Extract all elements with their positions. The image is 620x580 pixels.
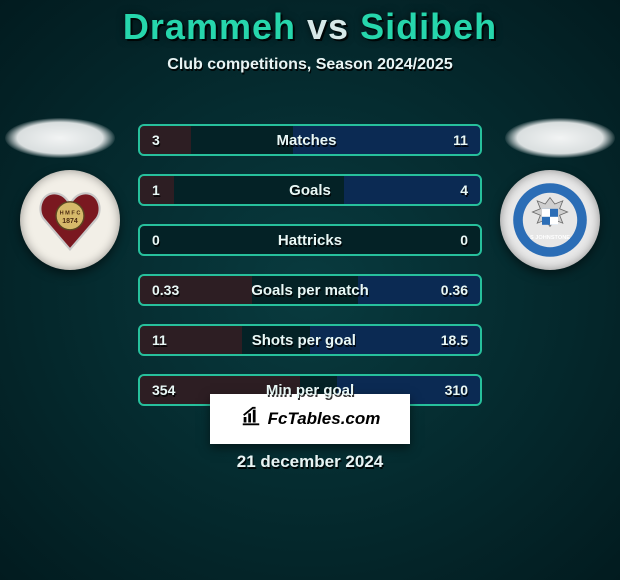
halo-left (5, 118, 115, 158)
chart-icon (240, 406, 262, 433)
svg-text:S JOHNSTONE: S JOHNSTONE (530, 235, 570, 241)
stat-value-left: 0 (152, 232, 160, 248)
stat-value-left: 3 (152, 132, 160, 148)
stat-label: Shots per goal (252, 332, 356, 349)
stat-value-right: 4 (460, 182, 468, 198)
infographic-root: Drammeh vs Sidibeh Club competitions, Se… (0, 0, 620, 580)
stat-bar: 3 Matches 11 (138, 124, 482, 156)
stat-value-left: 0.33 (152, 282, 179, 298)
stat-value-right: 18.5 (441, 332, 468, 348)
stjohnstone-crest-icon: S JOHNSTONE (510, 180, 590, 260)
stat-value-right: 0 (460, 232, 468, 248)
crest-year: 1874 (62, 218, 78, 225)
stat-label: Goals (289, 182, 331, 199)
stat-bar: 1 Goals 4 (138, 174, 482, 206)
player1-name: Drammeh (123, 6, 296, 47)
stat-fill-left (140, 126, 191, 154)
stat-label: Matches (276, 132, 336, 149)
player2-name: Sidibeh (360, 6, 497, 47)
stat-label: Min per goal (266, 382, 354, 399)
crest-right: S JOHNSTONE (500, 170, 600, 270)
stat-bar: 0.33 Goals per match 0.36 (138, 274, 482, 306)
stat-label: Goals per match (251, 282, 369, 299)
stats-column: 3Matches111Goals40Hattricks00.33Goals pe… (138, 124, 482, 406)
date-text: 21 december 2024 (0, 452, 620, 472)
subtitle: Club competitions, Season 2024/2025 (0, 56, 620, 74)
stat-value-left: 11 (152, 332, 167, 348)
stat-value-right: 11 (453, 132, 468, 148)
vs-text: vs (307, 6, 349, 47)
stat-value-right: 0.36 (441, 282, 468, 298)
stat-value-left: 1 (152, 182, 160, 198)
brand-text: FcTables.com (268, 409, 381, 429)
main-title: Drammeh vs Sidibeh (0, 0, 620, 48)
svg-text:H M F C: H M F C (60, 210, 81, 216)
brand-badge: FcTables.com (210, 394, 410, 444)
halo-right (505, 118, 615, 158)
stat-bar: 11 Shots per goal 18.5 (138, 324, 482, 356)
stat-label: Hattricks (278, 232, 342, 249)
stat-value-right: 310 (445, 382, 468, 398)
stat-bar: 0 Hattricks 0 (138, 224, 482, 256)
crest-left: H M F C 1874 (20, 170, 120, 270)
hearts-crest-icon: H M F C 1874 (35, 185, 105, 255)
stat-value-left: 354 (152, 382, 175, 398)
